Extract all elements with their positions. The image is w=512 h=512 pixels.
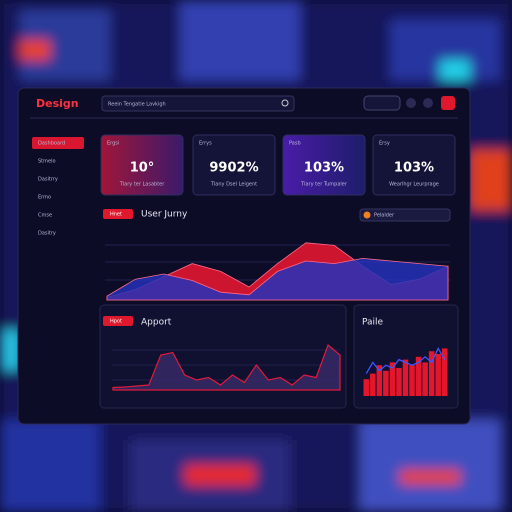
card-label: Pasb [289,141,301,147]
icon-button[interactable] [423,98,433,108]
bar [415,356,422,396]
dropdown-text: Pelalder [374,213,395,219]
card-value: 103% [394,161,434,176]
report-panel [99,304,347,409]
stat-card [282,134,366,196]
journey-title: User Jurny [141,210,188,220]
clock-button[interactable] [363,95,401,111]
bar [376,365,383,396]
card-label: Ergsi [107,141,119,147]
journey-button-text: Hnet [110,212,122,218]
search-box[interactable] [101,95,295,112]
nav-item: Dashboard [38,141,65,147]
line-series [365,347,446,374]
dropdown-icon [363,211,371,219]
card-label: Ersy [379,141,390,147]
nav-item: Ermo [38,195,51,201]
bar [422,362,428,396]
bar [363,379,370,396]
bar [383,370,389,396]
alert-button[interactable] [441,96,455,110]
area-series [112,343,341,391]
area-series [106,257,449,301]
card-value: 9902% [209,161,258,176]
bar [389,362,396,396]
card-caption: Wearlhgr Leurprage [389,182,439,188]
card-caption: Tlary ter Lasabter [119,182,166,188]
journey-button[interactable] [103,209,133,219]
bar [370,373,376,396]
bar [428,351,435,396]
side-title: Paile [362,318,384,328]
search-icon[interactable] [281,99,289,107]
report-button[interactable] [103,316,133,326]
icon-button[interactable] [406,98,416,108]
dropdown[interactable] [359,208,451,222]
logo: Design [36,97,79,110]
report-title: Apport [141,318,172,328]
bar [396,368,402,396]
nav-item: Dasitry [38,231,56,237]
bar [441,348,448,396]
card-caption: Tlany Dsel Leigent [210,182,257,188]
card-value: 10° [130,161,155,176]
stat-card [100,134,184,196]
nav-item: Stmelo [38,159,56,165]
bar [409,365,415,396]
bar [435,354,441,396]
stat-card [192,134,276,196]
nav-active[interactable] [32,137,84,149]
stat-card [372,134,456,196]
nav-item: Dasitrry [38,177,58,183]
card-caption: Tlary ter Tumpaler [300,182,348,188]
card-value: 103% [304,161,344,176]
search-text: Reein Tengatie Lavkigh [108,102,166,108]
bar [402,359,409,396]
card-label: Errys [199,141,212,147]
nav-item: Cmse [38,213,52,219]
report-button-text: Hpot [110,319,122,325]
